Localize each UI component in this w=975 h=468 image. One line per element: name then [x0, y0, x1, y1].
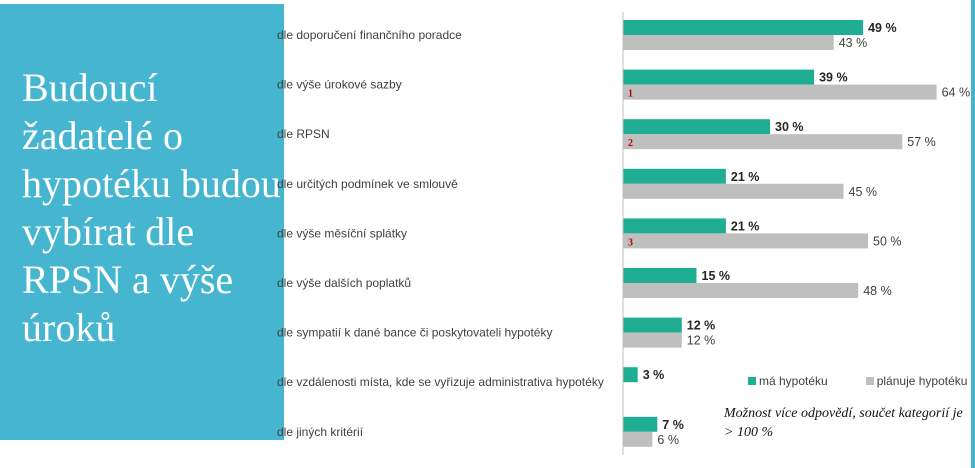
- bar-has-mortgage: [623, 416, 658, 432]
- value-label-has: 49 %: [868, 21, 897, 35]
- bars: [623, 20, 937, 447]
- bar-has-mortgage: [623, 69, 815, 85]
- footnote: Možnost více odpovědí, součet kategorií …: [724, 406, 963, 440]
- value-label-has: 15 %: [702, 269, 731, 283]
- rank-markers: 1 2 3: [628, 89, 633, 249]
- value-label-has: 7 %: [662, 418, 684, 432]
- slide-title: Budoucí žadatelé o hypotéku budou vybíra…: [22, 65, 281, 350]
- bar-plans-mortgage: [623, 332, 682, 348]
- category-label: dle doporučení finančního poradce: [277, 28, 462, 42]
- bar-plans-mortgage: [623, 183, 844, 199]
- bar-plans-mortgage: [623, 233, 868, 249]
- title-panel: Budoucí žadatelé o hypotéku budou vybíra…: [0, 4, 284, 440]
- rank-marker: 3: [628, 237, 633, 248]
- rank-marker: 1: [628, 89, 633, 100]
- category-label: dle výše měsíční splátky: [277, 226, 407, 240]
- legend-swatch-plan: [865, 377, 874, 385]
- legend: má hypotéku plánuje hypotéku: [748, 374, 967, 388]
- bar-has-mortgage: [623, 119, 770, 135]
- bar-has-mortgage: [623, 20, 864, 35]
- bar-has-mortgage: [623, 268, 697, 283]
- bar-has-mortgage: [623, 218, 726, 234]
- legend-swatch-has: [748, 377, 756, 385]
- bar-plans-mortgage: [623, 431, 653, 447]
- value-label-plan: 12 %: [687, 334, 716, 348]
- category-labels: dle doporučení finančního poradce dle výš…: [277, 28, 604, 439]
- legend-item-has: má hypotéku: [748, 374, 828, 388]
- value-label-has: 21 %: [731, 219, 760, 233]
- value-label-plan: 64 %: [942, 86, 971, 100]
- category-label: dle určitých podmínek ve smlouvě: [277, 177, 458, 191]
- category-label: dle jiných kritérií: [277, 425, 364, 439]
- value-labels: 49 %43 % 39 % 64 % 30 % 57 % 21 % 45 % 21 % 50 %…: [643, 21, 970, 447]
- value-label-has: 12 %: [687, 319, 716, 333]
- value-label-has: 21 %: [731, 170, 760, 184]
- bar-plans-mortgage: [623, 134, 903, 150]
- category-label: dle výše úrokové sazby: [277, 78, 402, 92]
- bar-plans-mortgage: [623, 84, 937, 100]
- bar-has-mortgage: [623, 168, 726, 184]
- value-label-has: 3 %: [643, 368, 665, 382]
- category-label: dle RPSN: [277, 127, 330, 141]
- legend-item-plan: plánuje hypotéku: [865, 374, 968, 388]
- category-label: dle výše dalších poplatků: [277, 276, 411, 290]
- value-label-plan: 50 %: [873, 234, 902, 248]
- bar-has-mortgage: [623, 317, 682, 333]
- bar-has-mortgage: [623, 367, 638, 383]
- category-label: dle vzdálenosti místa, kde se vyřizuje a…: [277, 375, 604, 389]
- value-label-has: 30 %: [775, 120, 804, 134]
- value-label-has: 39 %: [819, 71, 848, 85]
- bar-plans-mortgage: [623, 35, 834, 50]
- value-label-plan: 43 %: [839, 36, 868, 50]
- right-accent-strip: [971, 0, 975, 468]
- legend-label-has: má hypotéku: [759, 374, 828, 388]
- bar-plans-mortgage: [623, 283, 859, 298]
- category-label: dle sympatií k dané bance či poskytovate…: [277, 326, 552, 340]
- value-label-plan: 6 %: [657, 433, 679, 447]
- legend-label-plan: plánuje hypotéku: [876, 374, 968, 388]
- value-label-plan: 48 %: [863, 284, 892, 298]
- value-label-plan: 57 %: [907, 135, 936, 149]
- rank-marker: 2: [628, 138, 633, 149]
- value-label-plan: 45 %: [849, 185, 878, 199]
